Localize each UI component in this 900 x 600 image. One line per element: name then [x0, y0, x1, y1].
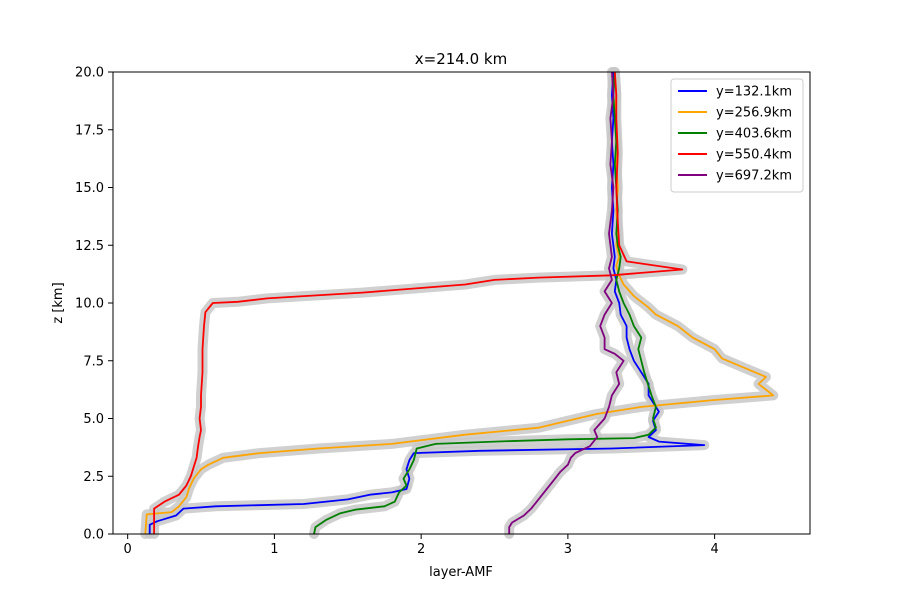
- chart-title: x=214.0 km: [415, 50, 507, 68]
- y-tick-label: 10.0: [75, 297, 104, 312]
- x-tick-label: 4: [710, 542, 718, 557]
- x-tick-label: 0: [124, 542, 132, 557]
- uncertainty-band-4: [504, 67, 629, 539]
- legend-label: y=256.9km: [716, 106, 792, 121]
- y-tick-label: 0.0: [83, 528, 104, 543]
- uncertainty-band-3: [149, 67, 688, 539]
- series-line-3: [153, 71, 684, 534]
- y-tick-label: 12.5: [75, 239, 104, 254]
- x-tick-label: 2: [417, 542, 425, 557]
- series-line-2: [313, 71, 657, 535]
- series-lines: [144, 71, 775, 535]
- series-line-4: [508, 71, 625, 534]
- y-tick-label: 5.0: [83, 412, 104, 427]
- legend-label: y=132.1km: [716, 85, 792, 100]
- legend-label: y=697.2km: [716, 169, 792, 184]
- x-axis: 0 1 2 3 4: [124, 534, 719, 557]
- y-tick-label: 7.5: [83, 354, 104, 369]
- y-tick-label: 20.0: [75, 66, 104, 81]
- legend-label: y=550.4km: [716, 148, 792, 163]
- series-line-0: [148, 71, 706, 534]
- y-axis-title: z [km]: [51, 282, 66, 323]
- y-tick-label: 15.0: [75, 181, 104, 196]
- y-tick-label: 17.5: [75, 123, 104, 138]
- x-tick-label: 1: [270, 542, 278, 557]
- y-axis: 0.0 2.5 5.0 7.5 10.0 12.5 15.0 17.5 20.0: [75, 66, 113, 543]
- legend-box: [670, 78, 804, 193]
- y-tick-label: 2.5: [83, 470, 104, 485]
- x-tick-label: 3: [564, 542, 572, 557]
- uncertainty-band-2: [309, 67, 661, 539]
- legend-label: y=403.6km: [716, 127, 792, 142]
- x-axis-title: layer-AMF: [429, 565, 493, 580]
- legend: y=132.1km y=256.9km y=403.6km y=550.4km y=69…: [670, 78, 804, 193]
